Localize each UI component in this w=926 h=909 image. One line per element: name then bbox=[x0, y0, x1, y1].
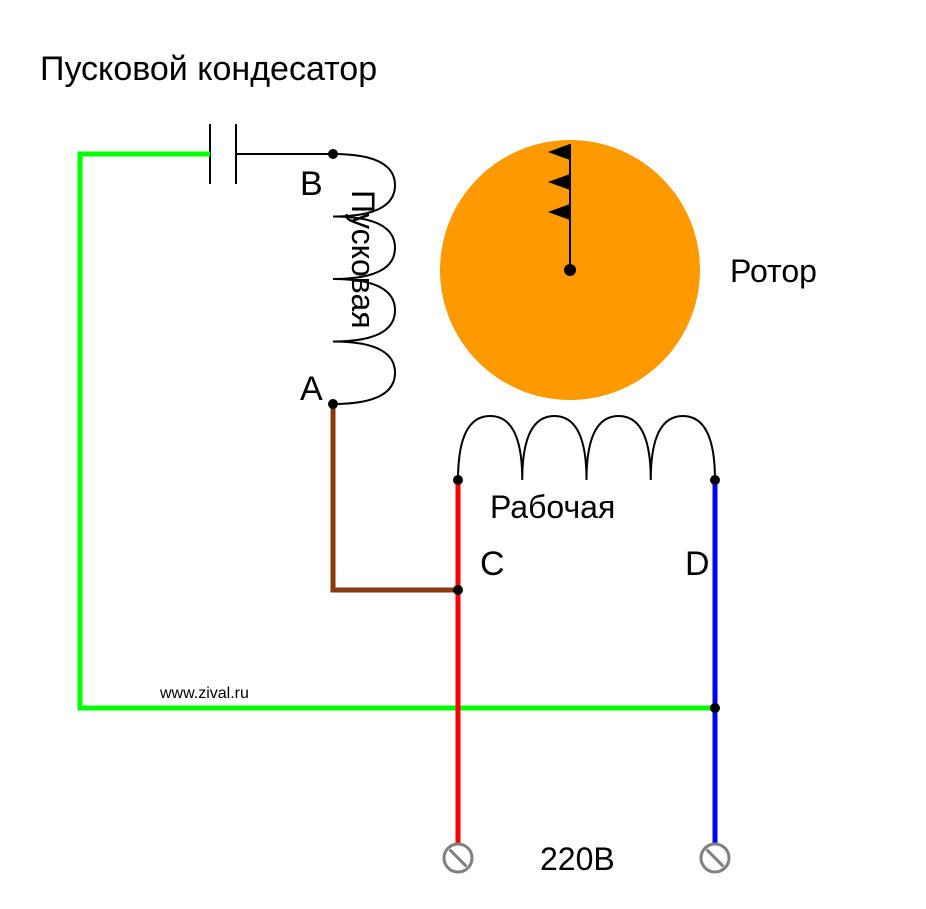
label-rotor: Ротор bbox=[730, 253, 817, 289]
label-node-A: A bbox=[300, 370, 323, 408]
coil-work bbox=[458, 416, 715, 480]
node-dot bbox=[710, 475, 720, 485]
terminal-left-slash bbox=[450, 850, 467, 867]
label-title: Пусковой кондесатор bbox=[40, 50, 377, 88]
terminal-right-slash bbox=[707, 850, 724, 867]
label-work-winding: Рабочая bbox=[490, 489, 615, 525]
label-node-B: B bbox=[300, 165, 323, 203]
node-dot bbox=[710, 703, 720, 713]
node-dot bbox=[453, 475, 463, 485]
label-url: www.zival.ru bbox=[159, 685, 249, 702]
node-dot bbox=[328, 399, 338, 409]
label-voltage: 220В bbox=[540, 841, 615, 877]
label-start-winding: Пусковая bbox=[345, 190, 381, 329]
label-node-C: C bbox=[480, 545, 505, 583]
label-node-D: D bbox=[685, 545, 710, 583]
node-dot bbox=[328, 149, 338, 159]
node-dot bbox=[453, 585, 463, 595]
wire-brown bbox=[333, 404, 458, 590]
